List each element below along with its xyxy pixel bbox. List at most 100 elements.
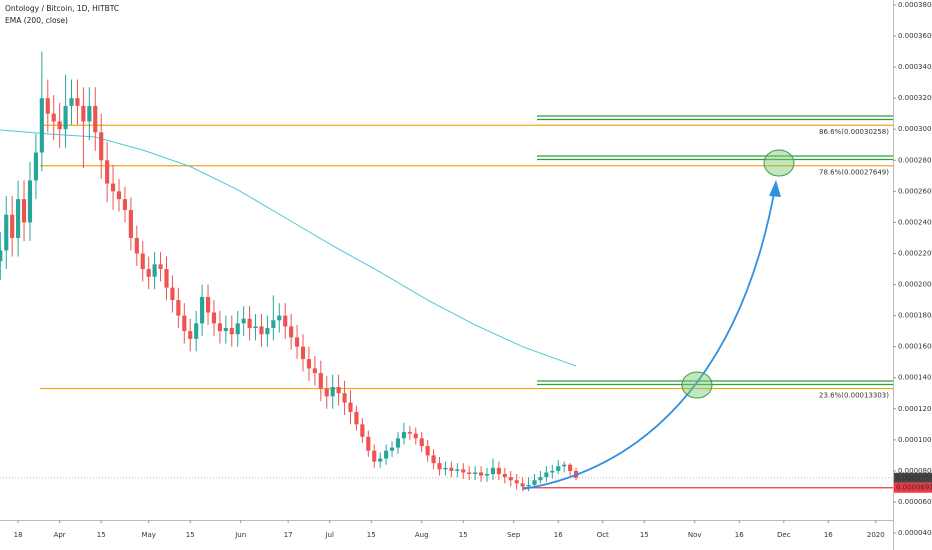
candle-body [520, 483, 525, 487]
x-tick-label: 17 [284, 531, 293, 539]
candle-body [395, 438, 401, 448]
candle-body [0, 250, 3, 262]
candle-body [324, 388, 329, 397]
candle-body [312, 368, 317, 374]
candle-body [532, 480, 537, 485]
x-tick-label: 18 [14, 531, 23, 539]
candle-body [508, 477, 513, 481]
candle-body [306, 359, 312, 369]
last-price-tag: 0.00007559 [896, 474, 932, 482]
candle-body [122, 199, 128, 210]
candle-body [568, 464, 573, 471]
candle-body [336, 387, 341, 394]
candle-body [63, 105, 68, 130]
y-tick-label: 0.00014000 [898, 374, 932, 382]
candle-body [318, 373, 323, 389]
x-tick-label: 15 [186, 531, 195, 539]
candle-body [211, 312, 217, 324]
y-tick-label: 0.00024000 [898, 218, 932, 226]
candle-body [99, 132, 104, 161]
y-tick-label: 0.00022000 [898, 249, 932, 257]
support-price-tag-bg [894, 482, 932, 493]
candle-body [490, 467, 496, 475]
candle-body [330, 387, 335, 397]
candle-body [473, 472, 478, 475]
breakout-circle [681, 371, 713, 399]
indicator-label: EMA (200, close) [5, 16, 68, 25]
candle-body [366, 436, 371, 451]
candle-body [467, 472, 472, 475]
candle-body [360, 424, 365, 437]
support-price-tag: 0.00006917 [896, 484, 932, 492]
candle-body [484, 474, 490, 476]
candle-body [283, 315, 288, 327]
candle-body [205, 296, 211, 313]
candle-body [21, 199, 27, 223]
green-zones [537, 115, 893, 386]
y-tick-label: 0.00034000 [898, 63, 932, 71]
candle-body [562, 464, 567, 467]
y-tick-label: 0.00030000 [898, 125, 932, 133]
x-tick-label: 16 [735, 531, 744, 539]
projection-arrow [522, 187, 776, 490]
candle-body [146, 269, 151, 277]
y-tick-label: 0.00026000 [898, 187, 932, 195]
candle-body [300, 346, 306, 360]
candle-body [449, 467, 454, 471]
candle-body [419, 438, 424, 447]
x-tick-label: May [141, 531, 155, 539]
candle-body [461, 469, 466, 473]
x-tick-label: Oct [597, 531, 609, 539]
candle-body [10, 214, 15, 238]
candle-body [235, 323, 240, 335]
candle-body [556, 466, 561, 471]
candle-body [271, 320, 276, 329]
candle-body [544, 472, 549, 478]
y-tick-label: 0.00012000 [898, 405, 932, 413]
candle-body [116, 191, 122, 200]
y-tick-label: 0.00038000 [898, 1, 932, 9]
candle-body [455, 469, 460, 471]
candle-body [425, 446, 430, 456]
y-tick-label: 0.00008000 [898, 467, 932, 475]
candle-body [348, 402, 353, 412]
y-tick-label: 0.00032000 [898, 94, 932, 102]
candle-body [194, 323, 199, 339]
candle-body [27, 180, 33, 223]
candle-body [75, 98, 80, 106]
y-tick-label: 0.00028000 [898, 156, 932, 164]
candle-body [389, 447, 395, 451]
candle-body [188, 331, 193, 339]
candle-body [407, 432, 412, 434]
candle-body [241, 318, 246, 324]
candle-body [57, 121, 62, 130]
candle-body [182, 315, 187, 332]
candle-body [200, 296, 205, 324]
y-tick-label: 0.00010000 [898, 436, 932, 444]
x-tick-label: Jul [324, 531, 334, 539]
fib-label: 78.6%(0.00027649) [819, 169, 889, 177]
candle-body [51, 113, 56, 122]
candle-body [431, 455, 436, 464]
x-tick-label: Jun [234, 531, 246, 539]
y-tick-label: 0.00020000 [898, 281, 932, 289]
candle-body [538, 477, 543, 481]
candle-body [372, 450, 377, 462]
candle-body [93, 105, 98, 133]
x-tick-label: 2020 [867, 531, 885, 539]
candle-body [253, 326, 258, 329]
x-tick-label: Sep [507, 531, 521, 539]
candle-body [277, 315, 282, 321]
x-tick-label: 16 [824, 531, 833, 539]
candle-body [33, 152, 38, 181]
candle-body [229, 328, 234, 335]
candle-body [164, 269, 169, 288]
candle-body [223, 328, 228, 332]
candle-body [478, 472, 484, 476]
candle-body [81, 105, 86, 122]
candle-body [110, 183, 116, 192]
candle-body [16, 199, 21, 238]
candle-body [437, 463, 442, 470]
